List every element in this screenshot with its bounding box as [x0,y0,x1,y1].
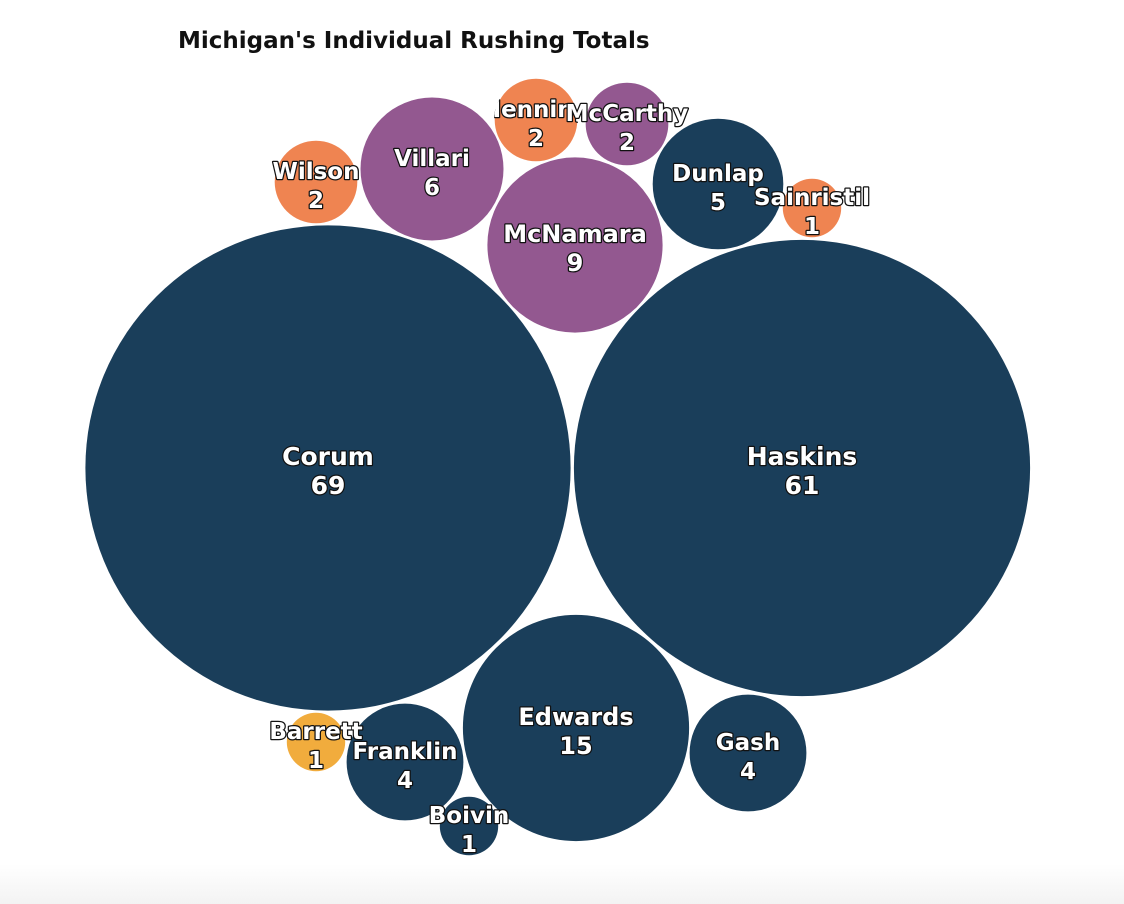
bubble-name-label: Villari [394,146,470,172]
bubble-henning[interactable]: Henning 2 [482,78,590,162]
bubble-value-label: 1 [308,748,324,774]
bubble-mccarthy[interactable]: McCarthy 2 [564,82,690,166]
bubble-value-label: 9 [567,249,584,277]
bubble-villari[interactable]: Villari 6 [360,97,504,241]
bubble-value-label: 2 [308,188,324,214]
bubble-name-label: Gash [716,730,780,756]
bubble-name-label: Franklin [353,739,458,765]
bubble-name-label: McNamara [503,220,647,248]
bubble-value-label: 5 [710,190,726,216]
bubble-value-label: 2 [528,126,544,152]
bubble-circle[interactable] [652,118,784,250]
bubble-circle[interactable] [782,178,842,238]
bubble-circle[interactable] [462,614,690,842]
bubble-name-label: Boivin [429,803,509,829]
bubble-circle[interactable] [494,78,578,162]
bubble-circle[interactable] [360,97,504,241]
bubble-circle[interactable] [274,140,358,224]
bubble-value-label: 4 [397,768,413,794]
bubble-name-label: Dunlap [672,161,764,187]
bubble-circle[interactable] [573,239,1031,697]
bubble-value-label: 2 [619,130,635,156]
bubble-value-label: 4 [740,759,756,785]
bubble-name-label: Wilson [272,159,359,185]
bubble-circle[interactable] [487,157,663,333]
bubble-value-label: 1 [461,832,477,858]
bubble-name-label: Corum [282,442,374,471]
bubble-value-label: 1 [804,214,820,240]
bubble-sainristil[interactable]: Sainristil 1 [753,178,871,241]
bubble-name-label: McCarthy [566,101,689,127]
bubble-name-label: Henning [482,97,590,123]
bubble-circle[interactable] [689,694,807,812]
bubble-name-label: Haskins [747,442,858,471]
bubble-dunlap[interactable]: Dunlap 5 [652,118,784,250]
bubble-circle[interactable] [346,703,464,821]
bubble-name-label: Edwards [518,703,633,731]
bubble-value-label: 61 [785,471,820,500]
bottom-fade [0,864,1124,904]
bubbles-layer: Corum69Haskins61Edwards15McNamara9Villar… [85,78,1031,859]
bubble-circle[interactable] [85,225,571,711]
bubble-name-label: Barrett [269,719,362,745]
bubble-franklin[interactable]: Franklin 4 [346,703,464,821]
bubble-barrett[interactable]: Barrett 1 [268,712,364,775]
bubble-name-label: Sainristil [754,185,870,211]
bubble-circle[interactable] [585,82,669,166]
bubble-value-label: 69 [311,471,346,500]
bubble-wilson[interactable]: Wilson 2 [271,140,361,224]
bubble-circle[interactable] [286,712,346,772]
bubble-boivin[interactable]: Boivin 1 [428,796,510,859]
bubble-value-label: 15 [559,732,592,760]
bubble-value-label: 6 [424,175,440,201]
bubble-gash[interactable]: Gash 4 [689,694,807,812]
bubble-circle[interactable] [439,796,499,856]
chart-title: Michigan's Individual Rushing Totals [178,28,650,54]
